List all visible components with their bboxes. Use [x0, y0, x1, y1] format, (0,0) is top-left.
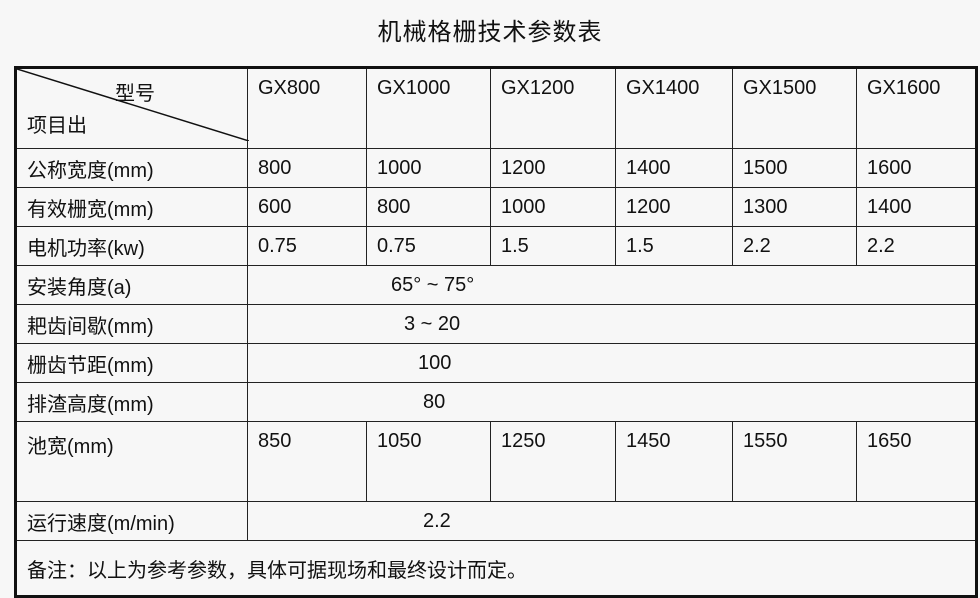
- cell: 1650: [856, 421, 977, 502]
- cell: 1400: [856, 187, 977, 227]
- row-label: 池宽(mm): [15, 421, 248, 502]
- cell: 800: [366, 187, 491, 227]
- row-label: 运行速度(m/min): [15, 501, 248, 541]
- row-label: 电机功率(kw): [15, 226, 248, 266]
- row-label: 安装角度(a): [15, 265, 248, 305]
- cell: 1500: [732, 148, 857, 188]
- merged-cell: 3 ~ 20: [247, 304, 977, 344]
- cell: 1550: [732, 421, 857, 502]
- cell: 0.75: [366, 226, 491, 266]
- diagonal-line: [17, 69, 249, 141]
- table-row: 栅齿节距(mm) 100: [15, 343, 977, 383]
- table-row: 耙齿间歇(mm) 3 ~ 20: [15, 304, 977, 344]
- cell: 1.5: [490, 226, 616, 266]
- row-label: 耙齿间歇(mm): [15, 304, 248, 344]
- model-header: GX1600: [856, 67, 977, 149]
- cell: 1450: [615, 421, 733, 502]
- merged-cell: 80: [247, 382, 977, 422]
- item-label: 项目出: [27, 115, 87, 137]
- cell: 1.5: [615, 226, 733, 266]
- cell: 1200: [490, 148, 616, 188]
- row-label: 公称宽度(mm): [15, 148, 248, 188]
- cell: 1400: [615, 148, 733, 188]
- row-label: 有效栅宽(mm): [15, 187, 248, 227]
- cell: 1250: [490, 421, 616, 502]
- header-row: 型号 项目出 GX800 GX1000 GX1200 GX1400 GX1500…: [15, 67, 977, 149]
- cell: 1300: [732, 187, 857, 227]
- note-text: 备注：以上为参考参数，具体可据现场和最终设计而定。: [15, 540, 977, 597]
- table-row: 排渣高度(mm) 80: [15, 382, 977, 422]
- table-row: 池宽(mm) 850 1050 1250 1450 1550 1650: [15, 421, 977, 502]
- merged-cell: 65° ~ 75°: [247, 265, 977, 305]
- table-row: 电机功率(kw) 0.75 0.75 1.5 1.5 2.2 2.2: [15, 226, 977, 266]
- row-label: 排渣高度(mm): [15, 382, 248, 422]
- model-header: GX800: [247, 67, 367, 149]
- table-row: 公称宽度(mm) 800 1000 1200 1400 1500 1600: [15, 148, 977, 188]
- merged-cell: 2.2: [247, 501, 977, 541]
- cell: 1000: [490, 187, 616, 227]
- model-header: GX1200: [490, 67, 616, 149]
- note-row: 备注：以上为参考参数，具体可据现场和最终设计而定。: [15, 540, 977, 597]
- corner-cell: 型号 项目出: [15, 67, 249, 149]
- model-label: 型号: [115, 83, 155, 105]
- merged-cell: 100: [247, 343, 977, 383]
- table-row: 安装角度(a) 65° ~ 75°: [15, 265, 977, 305]
- model-header: GX1400: [615, 67, 733, 149]
- cell: 2.2: [856, 226, 977, 266]
- model-header: GX1000: [366, 67, 491, 149]
- model-header: GX1500: [732, 67, 857, 149]
- cell: 1600: [856, 148, 977, 188]
- cell: 850: [247, 421, 367, 502]
- table-row: 运行速度(m/min) 2.2: [15, 501, 977, 541]
- page-title: 机械格栅技术参数表: [377, 19, 603, 46]
- cell: 1050: [366, 421, 491, 502]
- cell: 1000: [366, 148, 491, 188]
- cell: 2.2: [732, 226, 857, 266]
- parameter-table: 型号 项目出 GX800 GX1000 GX1200 GX1400 GX1500…: [14, 66, 978, 598]
- cell: 600: [247, 187, 367, 227]
- table-row: 有效栅宽(mm) 600 800 1000 1200 1300 1400: [15, 187, 977, 227]
- cell: 0.75: [247, 226, 367, 266]
- row-label: 栅齿节距(mm): [15, 343, 248, 383]
- cell: 800: [247, 148, 367, 188]
- cell: 1200: [615, 187, 733, 227]
